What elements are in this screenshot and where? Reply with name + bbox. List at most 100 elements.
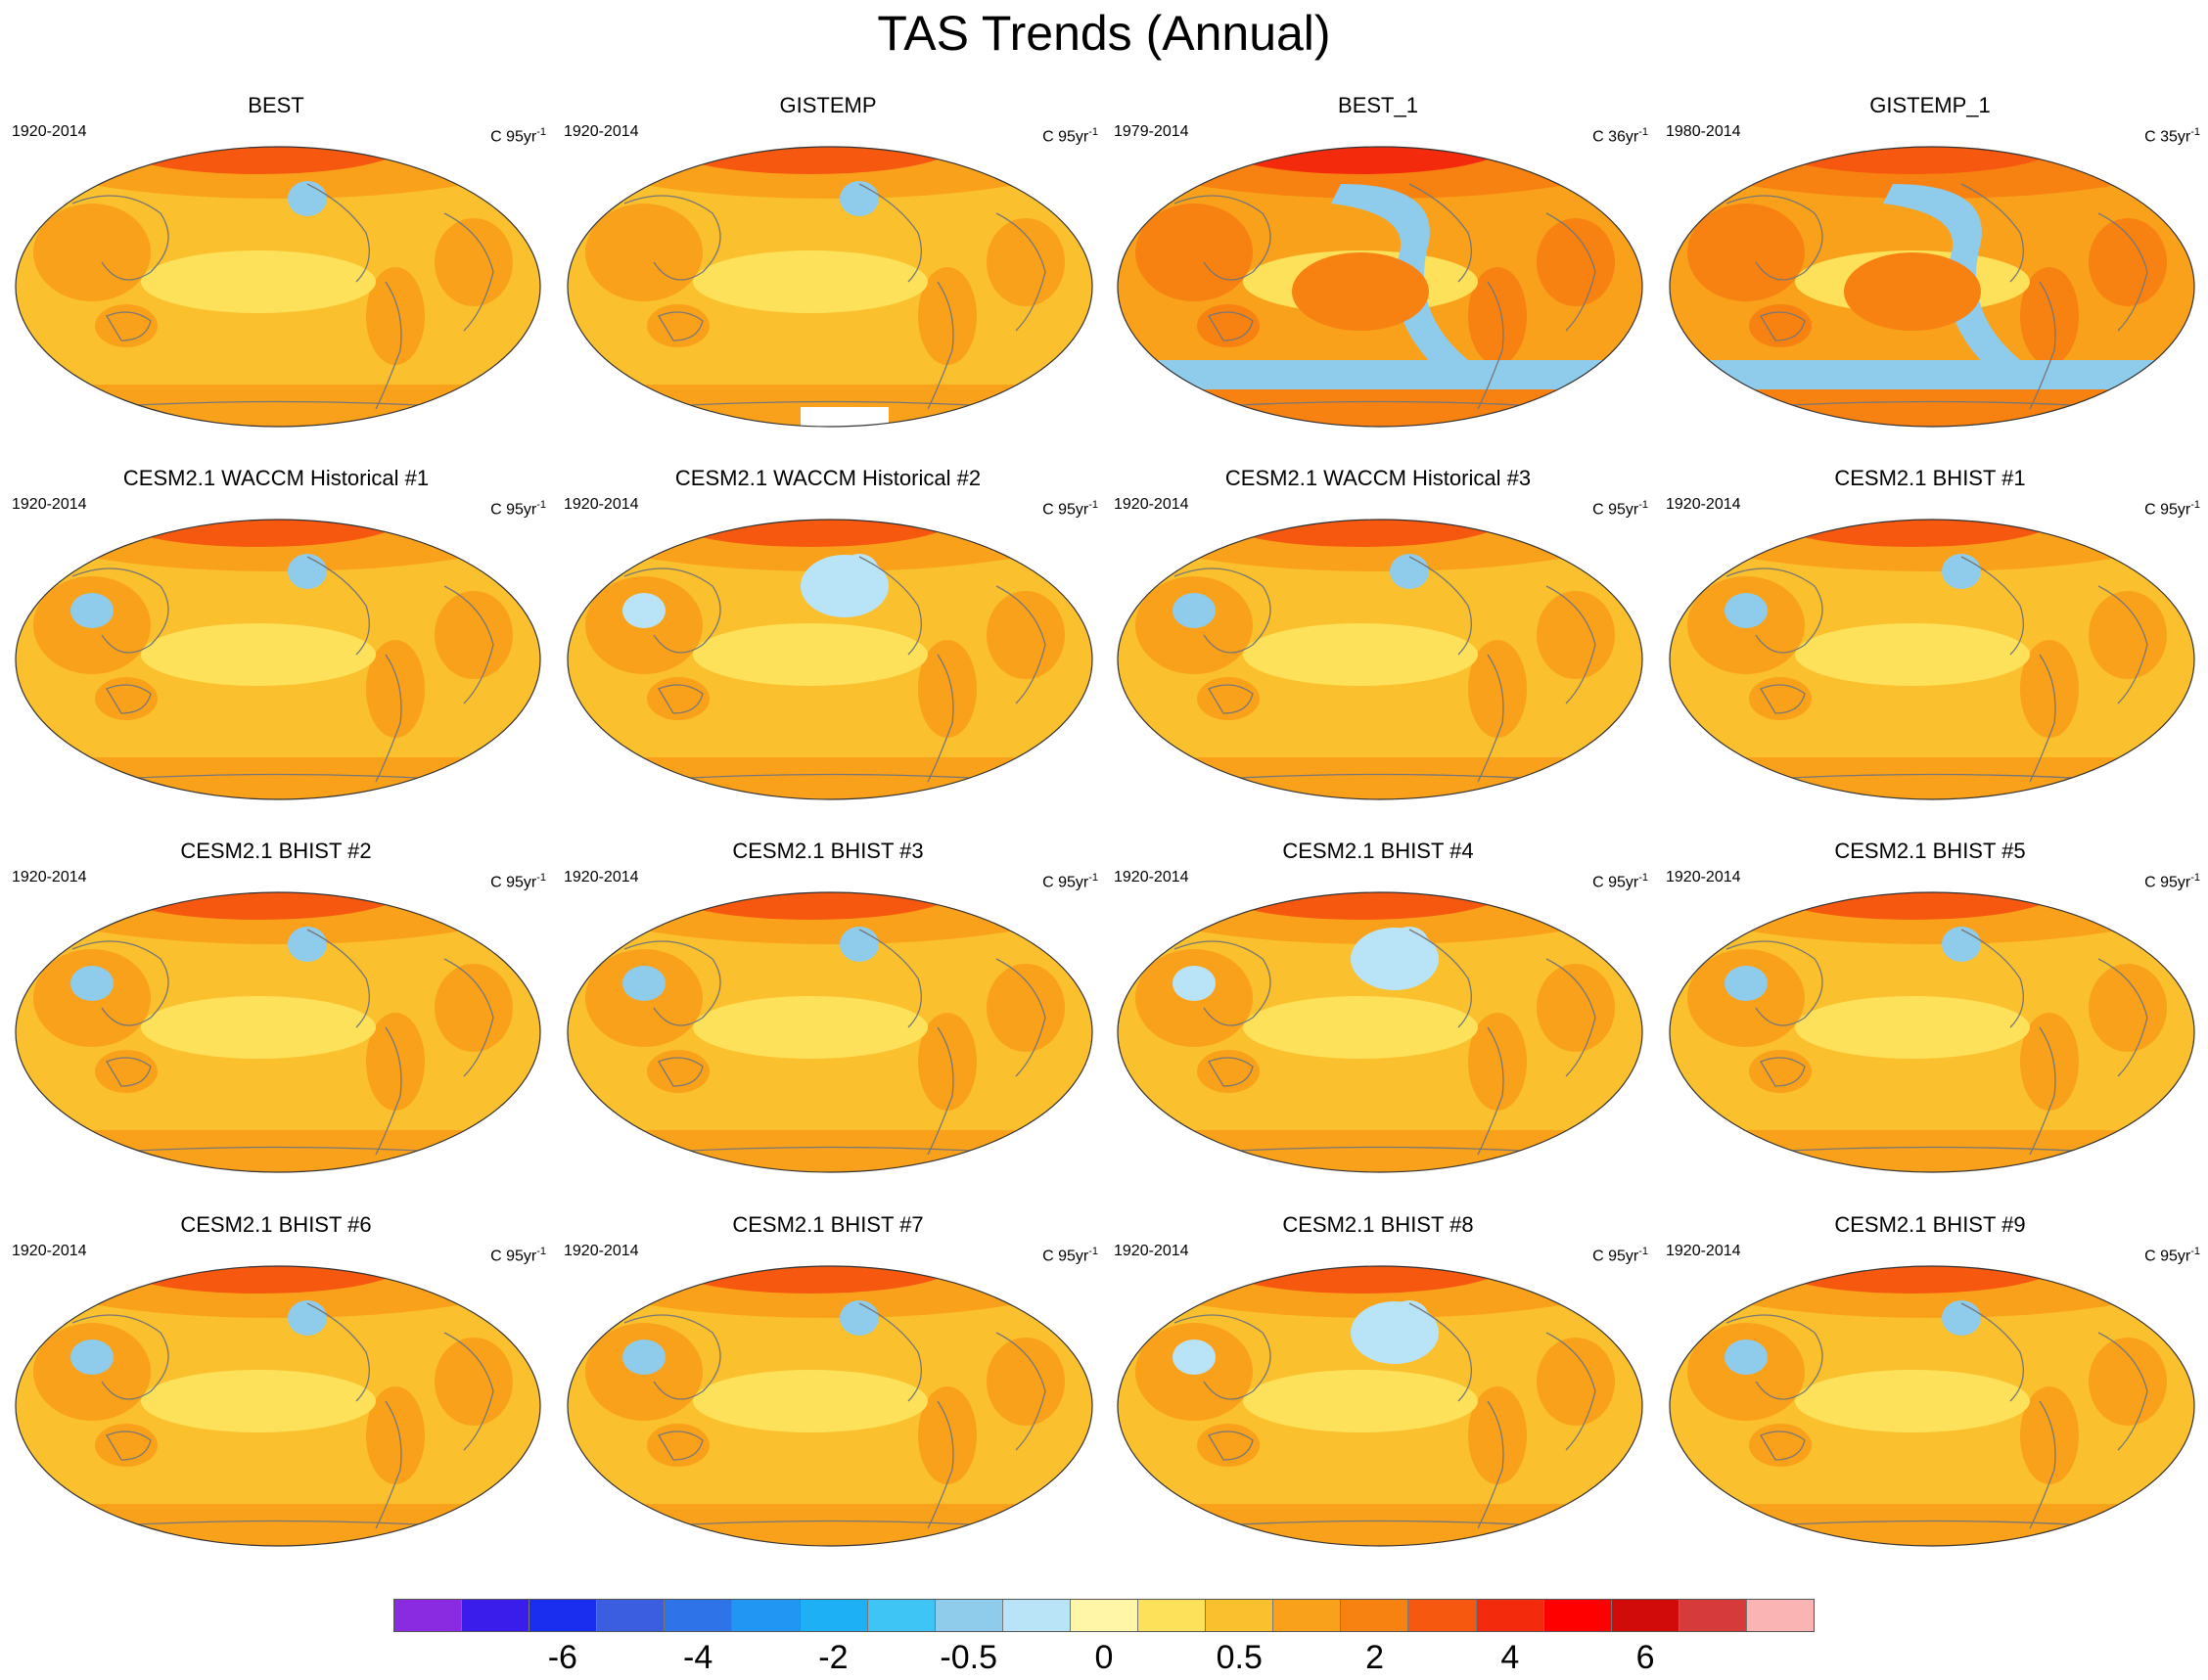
africa-warming <box>987 964 1065 1052</box>
coastline <box>1725 195 1823 281</box>
panel-title: CESM2.1 WACCM Historical #3 <box>1224 466 1532 490</box>
colorbar-swatch <box>1611 1600 1679 1631</box>
panel-units: C 95yr-1 <box>2144 869 2200 891</box>
panel-period: 1920-2014 <box>564 869 639 885</box>
africa-warming <box>435 1338 513 1426</box>
trend-field <box>1118 1266 1642 1546</box>
map-boundary <box>1669 891 2195 1173</box>
south-america-warming <box>918 267 977 365</box>
pacific-weak-trend <box>1243 1370 1478 1432</box>
coastline <box>1960 183 2024 283</box>
coastline <box>1545 958 1596 1077</box>
panel-units-exponent: -1 <box>1088 872 1098 884</box>
panel-units-exponent: -1 <box>1638 872 1648 884</box>
coastline <box>2097 1332 2148 1451</box>
robinson-map <box>1669 891 2195 1173</box>
arctic-strong-warming <box>112 1266 405 1294</box>
panel-period: 1920-2014 <box>1666 496 1741 513</box>
trend-field <box>16 1266 540 1546</box>
panel-units-exponent: -1 <box>2190 499 2200 511</box>
panel-period: 1979-2014 <box>1114 123 1189 140</box>
panel-units: C 95yr-1 <box>490 123 546 146</box>
colorbar-swatch <box>394 1600 463 1631</box>
coastline <box>1760 311 1806 341</box>
coastline <box>2029 654 2056 783</box>
map-boundary <box>567 1265 1093 1547</box>
colorbar-swatch <box>597 1600 666 1631</box>
trend-field <box>1670 892 2194 1172</box>
southern-warming-band <box>568 1504 1092 1546</box>
map-panel: CESM2.1 BHIST #2 1920-2014 C 95yr-1 <box>2 840 550 1182</box>
panel-title: CESM2.1 BHIST #9 <box>1834 1212 2026 1237</box>
panel-period: 1920-2014 <box>1114 1243 1189 1259</box>
coastline <box>106 1430 152 1461</box>
arctic-strong-warming <box>1766 147 2059 174</box>
map-panel: CESM2.1 BHIST #6 1920-2014 C 95yr-1 <box>2 1213 550 1556</box>
asia-cooling <box>1173 966 1216 1001</box>
coastline <box>623 195 721 281</box>
map-boundary <box>15 146 541 428</box>
colorbar-swatch <box>1002 1600 1071 1631</box>
coastline <box>2097 212 2148 332</box>
panel-units-exponent: -1 <box>1638 126 1648 138</box>
panel-units-exponent: -1 <box>1088 126 1098 138</box>
trend-field <box>1670 147 2194 427</box>
coastline <box>1477 1026 1504 1156</box>
figure-title: TAS Trends (Annual) <box>877 6 1331 61</box>
panel-units-exponent: -1 <box>1638 1246 1648 1257</box>
southern-warming-band <box>1118 1504 1642 1546</box>
map-panel: CESM2.1 BHIST #1 1920-2014 C 95yr-1 <box>1656 467 2204 809</box>
coastline <box>106 684 152 714</box>
robinson-map <box>15 146 541 428</box>
africa-warming <box>987 1338 1065 1426</box>
panel-period: 1920-2014 <box>1666 1243 1741 1259</box>
southern-warming-band <box>1118 385 1642 427</box>
north-pacific-cooling <box>840 1300 879 1336</box>
map-panel: BEST 1920-2014 C 95yr-1 <box>2 94 550 436</box>
panel-title: CESM2.1 BHIST #2 <box>180 839 372 863</box>
coastline <box>71 195 169 281</box>
colorbar-swatch <box>1679 1600 1747 1631</box>
panel-period: 1920-2014 <box>12 869 87 885</box>
trend-field <box>1670 1266 2194 1546</box>
colorbar-swatch <box>1206 1600 1274 1631</box>
panel-units-base: C 95yr <box>1592 1248 1639 1265</box>
panel-title: CESM2.1 WACCM Historical #1 <box>122 466 430 490</box>
panel-title: GISTEMP_1 <box>1869 93 1991 117</box>
coastline <box>1725 940 1823 1026</box>
pacific-weak-trend <box>141 250 376 313</box>
coastline <box>306 1302 370 1402</box>
southern-warming-band <box>16 1504 540 1546</box>
coastline <box>1725 1314 1823 1400</box>
africa-warming <box>435 964 513 1052</box>
map-panel: CESM2.1 WACCM Historical #2 1920-2014 C 95… <box>554 467 1102 809</box>
coastline <box>623 940 721 1026</box>
southern-warming-band <box>1118 757 1642 799</box>
colorbar-swatch <box>1543 1600 1612 1631</box>
pacific-weak-trend <box>141 1370 376 1432</box>
panel-units-base: C 95yr <box>1042 1248 1089 1265</box>
colorbar-tick-label: 4 <box>1500 1639 1520 1676</box>
south-america-warming <box>366 1013 425 1111</box>
coastline <box>71 568 169 654</box>
robinson-map <box>567 519 1093 800</box>
coastline <box>927 654 954 783</box>
north-pacific-cooling <box>1942 1300 1981 1336</box>
pacific-weak-trend <box>1795 1370 2030 1432</box>
pacific-weak-trend <box>141 996 376 1059</box>
panel-units-exponent: -1 <box>2190 126 2200 138</box>
africa-warming <box>2089 591 2167 679</box>
coastline <box>375 1400 402 1529</box>
coastline <box>2029 1400 2056 1529</box>
colorbar <box>393 1599 1815 1632</box>
panel-units-base: C 95yr <box>1592 501 1639 519</box>
panel-units-exponent: -1 <box>536 1246 546 1257</box>
panel-units-base: C 95yr <box>2144 501 2191 519</box>
coastline <box>1408 556 1472 656</box>
robinson-map <box>15 1265 541 1547</box>
asia-cooling <box>622 1339 666 1375</box>
panel-units-base: C 95yr <box>2144 874 2191 891</box>
southern-ocean-cooling <box>1707 360 2157 389</box>
robinson-map <box>1669 519 2195 800</box>
colorbar-tick-label: -2 <box>818 1639 849 1676</box>
